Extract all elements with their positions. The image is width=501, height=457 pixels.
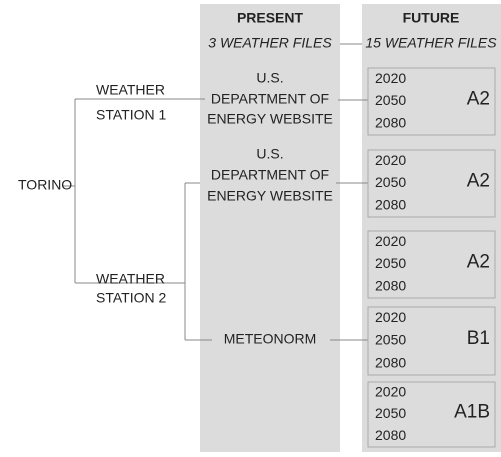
present-column [200, 4, 340, 452]
scenario-box [367, 67, 496, 136]
scenario-label: A2 [467, 252, 490, 273]
root-label: TORINO [18, 177, 72, 193]
future-column [362, 4, 501, 452]
scenario-box [367, 149, 496, 218]
present-subtitle: 3 WEATHER FILES [208, 35, 332, 51]
future-title: FUTURE [403, 10, 460, 26]
year-label: 2050 [375, 255, 406, 271]
source-label: METEONORM [224, 331, 317, 347]
scenario-label: A2 [467, 171, 490, 192]
year-label: 2020 [375, 233, 406, 249]
year-label: 2050 [375, 332, 406, 348]
scenario-label: B1 [467, 328, 490, 349]
station-label: WEATHER [96, 82, 165, 98]
source-label: U.S. [256, 146, 283, 162]
source-label: ENERGY WEBSITE [207, 111, 333, 127]
year-label: 2080 [375, 427, 406, 443]
year-label: 2050 [375, 92, 406, 108]
source-label: DEPARTMENT OF [211, 91, 329, 107]
year-label: 2080 [375, 115, 406, 131]
scenario-label: A1B [454, 402, 490, 423]
present-title: PRESENT [237, 10, 304, 26]
station-label: WEATHER [96, 271, 165, 287]
year-label: 2050 [375, 174, 406, 190]
station-label: STATION 1 [96, 107, 166, 123]
year-label: 2020 [375, 384, 406, 400]
year-label: 2080 [375, 278, 406, 294]
connectors [62, 43, 368, 341]
source-label: DEPARTMENT OF [211, 167, 329, 183]
scenario-box [367, 306, 496, 376]
year-label: 2050 [375, 405, 406, 421]
scenario-label: A2 [467, 89, 490, 110]
year-label: 2020 [375, 152, 406, 168]
source-label: ENERGY WEBSITE [207, 188, 333, 204]
future-subtitle: 15 WEATHER FILES [365, 35, 497, 51]
scenario-box [367, 230, 496, 299]
scenario-box [367, 381, 496, 448]
year-label: 2020 [375, 309, 406, 325]
year-label: 2020 [375, 70, 406, 86]
year-label: 2080 [375, 197, 406, 213]
station-label: STATION 2 [96, 290, 166, 306]
year-label: 2080 [375, 354, 406, 370]
source-label: U.S. [256, 70, 283, 86]
